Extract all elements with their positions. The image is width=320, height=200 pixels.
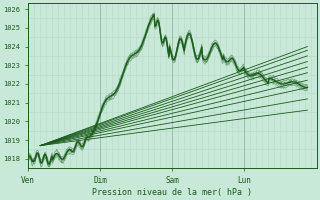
X-axis label: Pression niveau de la mer( hPa ): Pression niveau de la mer( hPa ) <box>92 188 252 197</box>
